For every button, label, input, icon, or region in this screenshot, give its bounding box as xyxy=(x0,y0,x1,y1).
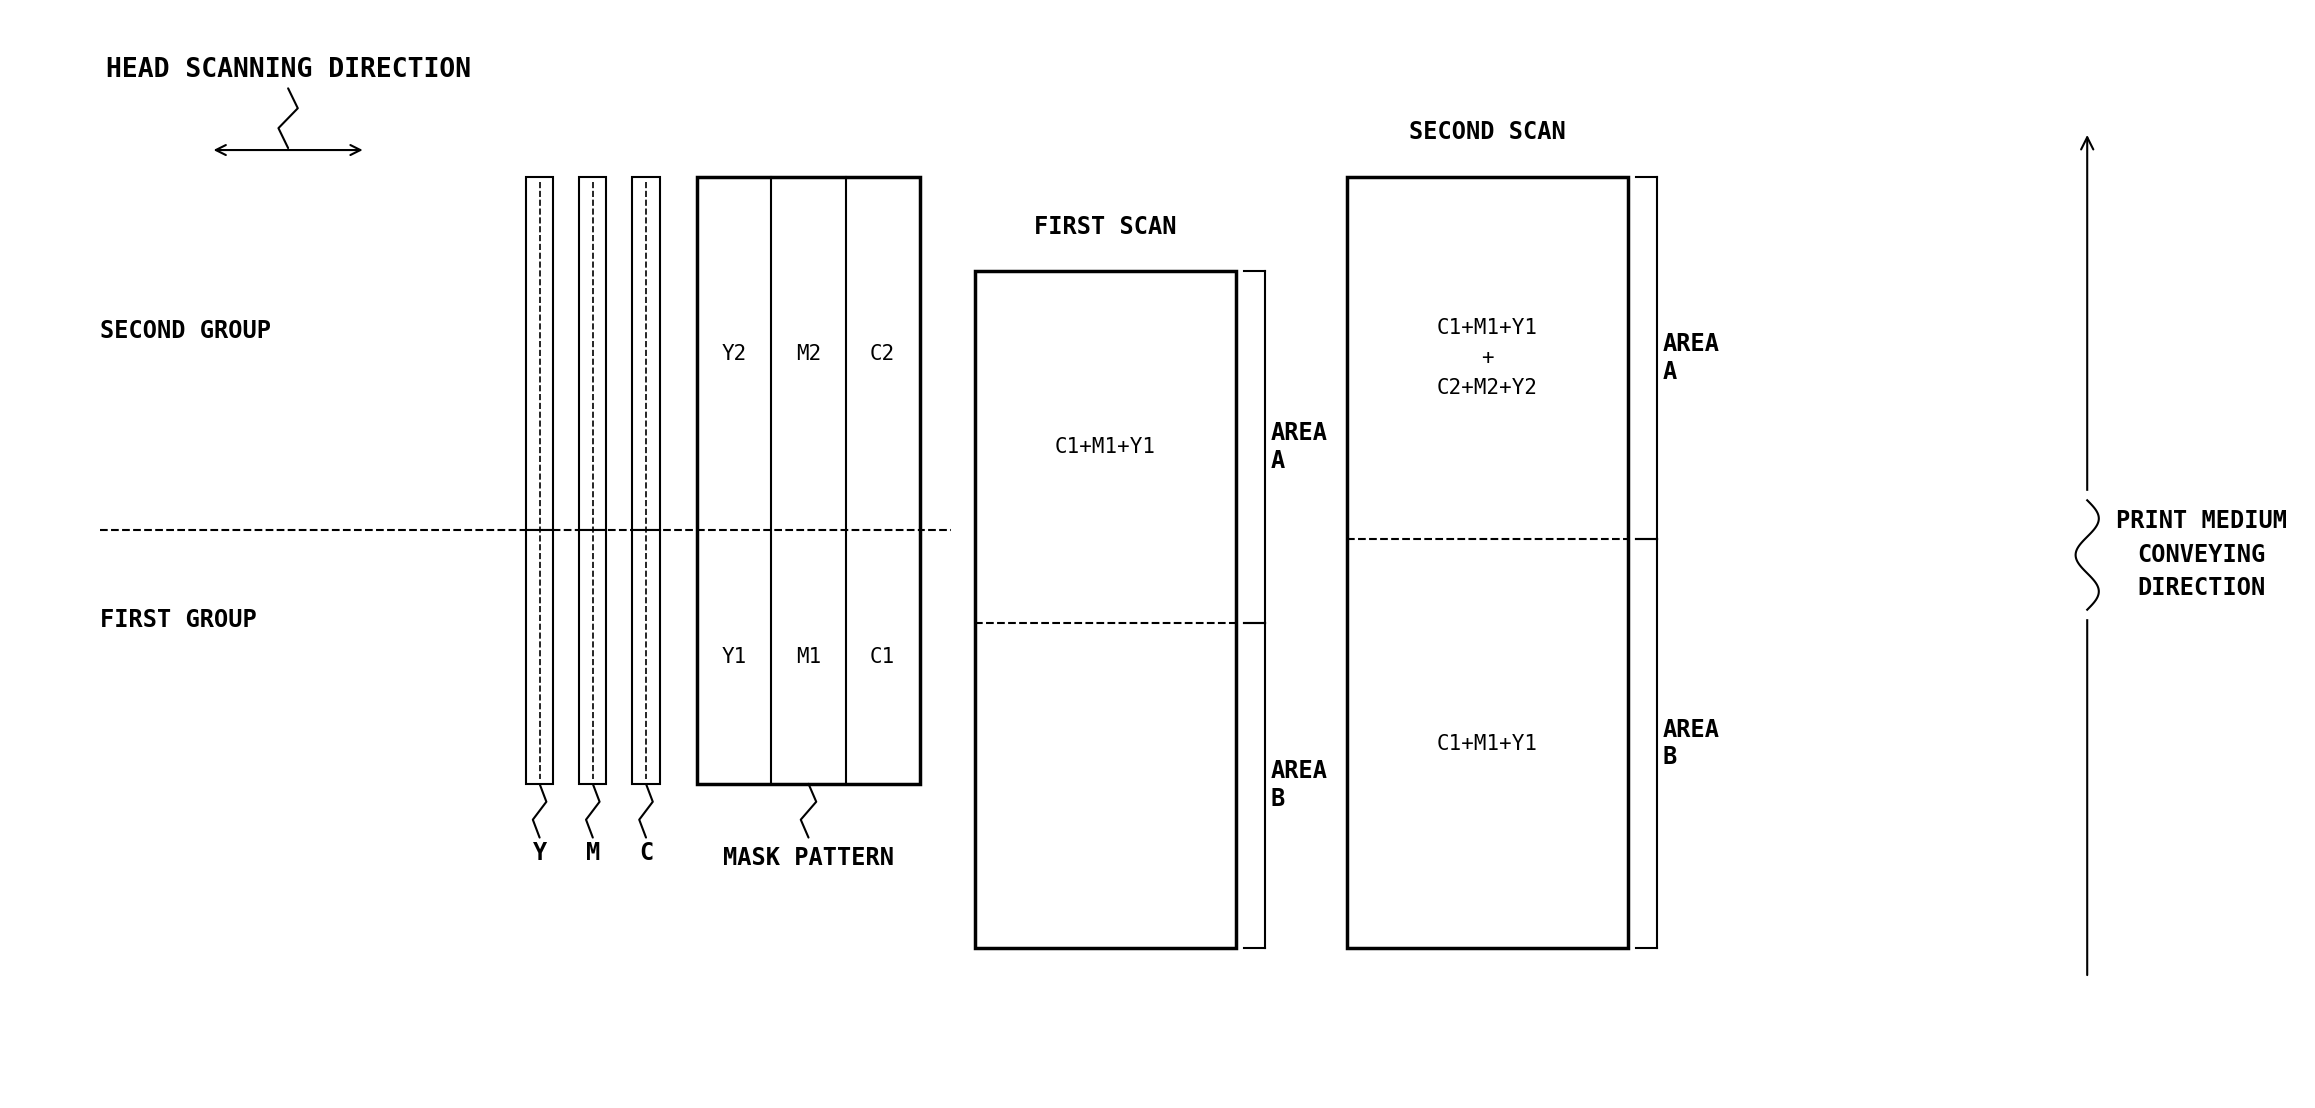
Text: FIRST SCAN: FIRST SCAN xyxy=(1035,215,1176,238)
Text: C1+M1+Y1
+
C2+M2+Y2: C1+M1+Y1 + C2+M2+Y2 xyxy=(1438,318,1537,398)
Text: C1: C1 xyxy=(870,647,896,667)
Text: AREA
B: AREA B xyxy=(1662,718,1720,769)
Bar xyxy=(632,530,660,783)
Text: Y: Y xyxy=(532,841,546,865)
Text: C1+M1+Y1: C1+M1+Y1 xyxy=(1438,733,1537,753)
Bar xyxy=(975,271,1236,948)
Text: C2: C2 xyxy=(870,343,896,363)
Text: M1: M1 xyxy=(796,647,822,667)
Text: FIRST GROUP: FIRST GROUP xyxy=(100,607,257,632)
Text: Y2: Y2 xyxy=(722,343,748,363)
Text: MASK PATTERN: MASK PATTERN xyxy=(722,847,894,871)
Text: SECOND GROUP: SECOND GROUP xyxy=(100,319,271,343)
Text: AREA
A: AREA A xyxy=(1662,332,1720,383)
Bar xyxy=(632,177,660,530)
Bar xyxy=(526,530,553,783)
Bar xyxy=(579,530,607,783)
Text: Y1: Y1 xyxy=(722,647,748,667)
Text: AREA
A: AREA A xyxy=(1271,421,1329,473)
Bar xyxy=(697,177,919,783)
Text: M2: M2 xyxy=(796,343,822,363)
Text: AREA
B: AREA B xyxy=(1271,759,1329,811)
Text: PRINT MEDIUM
CONVEYING
DIRECTION: PRINT MEDIUM CONVEYING DIRECTION xyxy=(2116,510,2287,601)
Bar xyxy=(1347,177,1627,948)
Text: C1+M1+Y1: C1+M1+Y1 xyxy=(1056,437,1155,456)
Text: C: C xyxy=(639,841,653,865)
Text: HEAD SCANNING DIRECTION: HEAD SCANNING DIRECTION xyxy=(106,58,470,83)
Bar xyxy=(526,177,553,530)
Bar xyxy=(579,177,607,530)
Text: M: M xyxy=(586,841,600,865)
Text: SECOND SCAN: SECOND SCAN xyxy=(1410,120,1565,144)
